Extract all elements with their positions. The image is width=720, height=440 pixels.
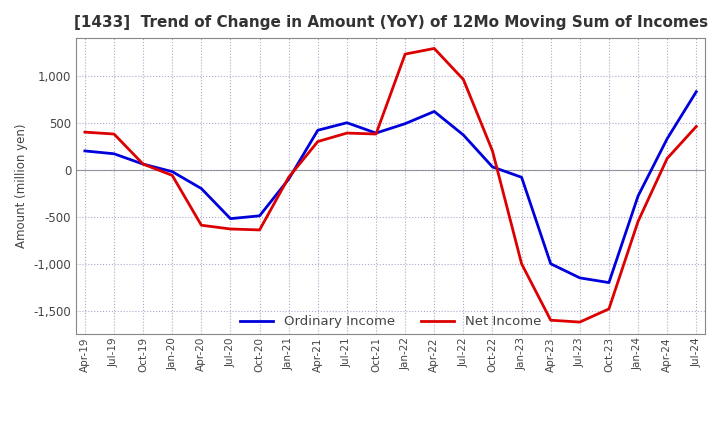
Net Income <box>430 46 438 51</box>
Net Income <box>226 226 235 231</box>
Net Income <box>401 51 410 57</box>
Title: [1433]  Trend of Change in Amount (YoY) of 12Mo Moving Sum of Incomes: [1433] Trend of Change in Amount (YoY) o… <box>73 15 708 30</box>
Ordinary Income <box>313 128 322 133</box>
Net Income <box>81 129 89 135</box>
Ordinary Income <box>139 161 148 167</box>
Legend: Ordinary Income, Net Income: Ordinary Income, Net Income <box>235 310 546 334</box>
Net Income <box>313 139 322 144</box>
Ordinary Income <box>284 176 293 182</box>
Net Income <box>256 227 264 233</box>
Ordinary Income <box>197 186 206 191</box>
Ordinary Income <box>256 213 264 219</box>
Ordinary Income <box>109 151 118 156</box>
Ordinary Income <box>488 164 497 169</box>
Line: Net Income: Net Income <box>85 48 696 322</box>
Ordinary Income <box>575 275 584 281</box>
Y-axis label: Amount (million yen): Amount (million yen) <box>15 124 28 249</box>
Ordinary Income <box>401 121 410 126</box>
Net Income <box>168 173 176 178</box>
Net Income <box>605 306 613 312</box>
Net Income <box>197 223 206 228</box>
Net Income <box>459 77 468 82</box>
Ordinary Income <box>430 109 438 114</box>
Ordinary Income <box>546 261 555 266</box>
Net Income <box>284 175 293 180</box>
Net Income <box>372 132 380 137</box>
Net Income <box>634 219 642 224</box>
Net Income <box>139 161 148 167</box>
Net Income <box>109 132 118 137</box>
Ordinary Income <box>605 280 613 285</box>
Ordinary Income <box>168 169 176 174</box>
Ordinary Income <box>343 120 351 125</box>
Net Income <box>546 318 555 323</box>
Ordinary Income <box>226 216 235 221</box>
Ordinary Income <box>692 89 701 94</box>
Net Income <box>343 130 351 136</box>
Ordinary Income <box>663 136 672 141</box>
Ordinary Income <box>517 175 526 180</box>
Ordinary Income <box>81 148 89 154</box>
Ordinary Income <box>459 132 468 138</box>
Line: Ordinary Income: Ordinary Income <box>85 92 696 282</box>
Net Income <box>488 148 497 154</box>
Ordinary Income <box>372 130 380 136</box>
Net Income <box>663 156 672 161</box>
Net Income <box>517 261 526 266</box>
Net Income <box>692 124 701 129</box>
Ordinary Income <box>634 194 642 199</box>
Net Income <box>575 319 584 325</box>
